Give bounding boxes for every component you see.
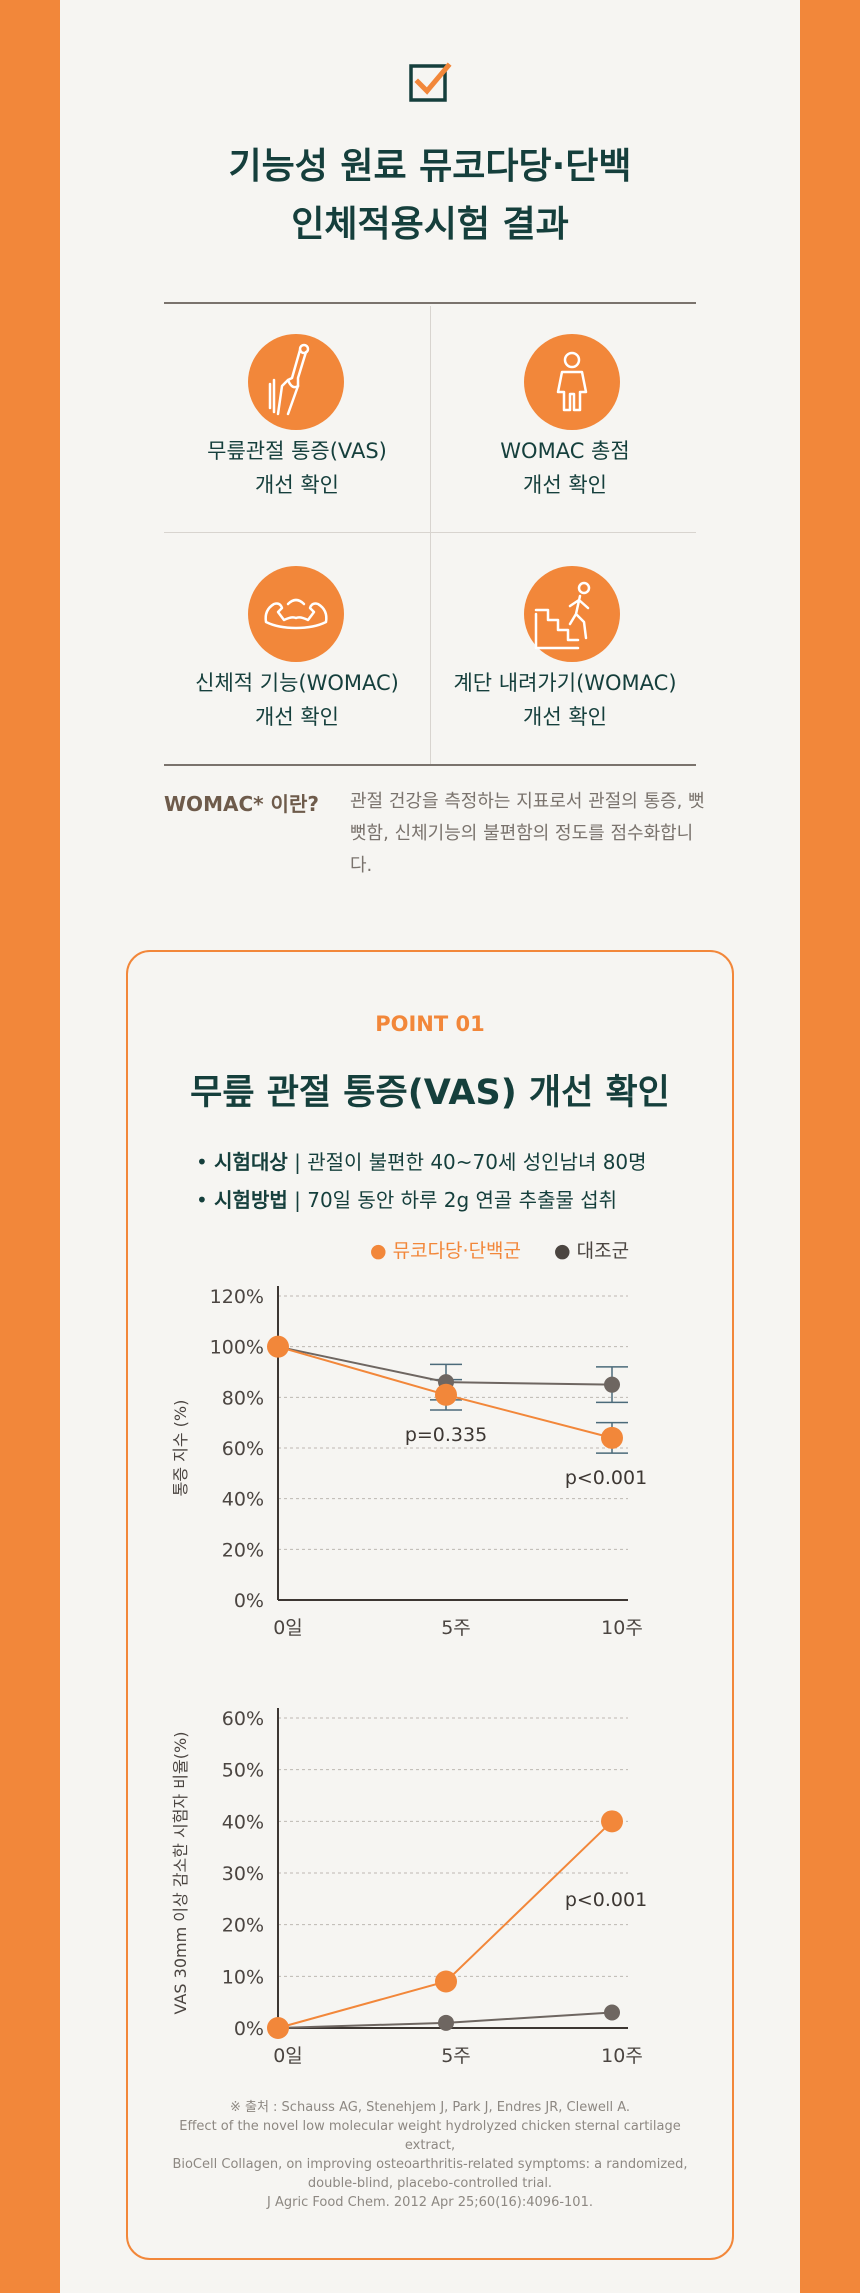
x-tick-label: 5주 — [441, 2045, 471, 2067]
method-bullet: • 시험방법 | 70일 동안 하루 2g 연골 추출물 섭취 — [196, 1188, 618, 1212]
data-point-treatment — [435, 1383, 457, 1406]
y-tick-label: 0% — [234, 1590, 264, 1612]
page-title-line2: 인체적용시험 결과 — [291, 204, 569, 245]
benefit-sub: 개선 확인 — [255, 473, 339, 497]
p-value-annotation: p=0.335 — [405, 1424, 487, 1446]
point-card — [126, 950, 734, 2260]
x-tick-label: 5주 — [441, 1617, 471, 1639]
y-tick-label: 40% — [222, 1489, 264, 1511]
y-tick-label: 30% — [222, 1863, 264, 1885]
benefit-label: 신체적 기능(WOMAC) — [195, 671, 399, 695]
data-point-treatment — [601, 1426, 623, 1449]
y-tick-label: 60% — [222, 1438, 264, 1460]
y-tick-label: 50% — [222, 1760, 264, 1782]
content-panel: 기능성 원료 뮤코다당·단백 인체적용시험 결과 무릎관절 통증(VAS) 개선… — [60, 0, 800, 2293]
top-divider — [164, 302, 696, 304]
method-text: | 70일 동안 하루 2g 연골 추출물 섭취 — [287, 1188, 618, 1212]
womac-question: WOMAC* 이란? — [164, 792, 319, 816]
point-title: 무릎 관절 통증(VAS) 개선 확인 — [190, 1073, 670, 1113]
benefit-sub: 개선 확인 — [523, 473, 607, 497]
benefit-sub: 개선 확인 — [523, 705, 607, 729]
y-tick-label: 0% — [234, 2018, 264, 2040]
y-tick-label: 20% — [222, 1539, 264, 1561]
source-line: Effect of the novel low molecular weight… — [179, 2119, 681, 2153]
x-tick-label: 0일 — [273, 2045, 303, 2067]
source-citation: ※ 출처 : Schauss AG, Stenehjem J, Park J, … — [160, 2098, 700, 2212]
data-point-treatment — [267, 1335, 289, 1358]
subject-bullet: • 시험대상 | 관절이 불편한 40~70세 성인남녀 80명 — [196, 1150, 647, 1174]
charts-area: 0% 20% 40% 60% 80% 100% 120% 0일 5주 10주 통증 지수 (%) p=… — [171, 1286, 647, 2067]
y-tick-label: 100% — [210, 1337, 264, 1359]
source-line: J Agric Food Chem. 2012 Apr 25;60(16):40… — [267, 2195, 593, 2210]
y-axis-label: VAS 30mm 이상 감소한 시험자 비율(%) — [171, 1732, 190, 2015]
data-point-control — [604, 2004, 620, 2021]
subject-text: | 관절이 불편한 40~70세 성인남녀 80명 — [287, 1150, 647, 1174]
checkbox-check-icon — [409, 62, 452, 102]
benefit-label: 계단 내려가기(WOMAC) — [453, 671, 677, 695]
grid-horizontal-divider — [164, 532, 696, 533]
person-icon — [524, 334, 620, 430]
y-axis-label: 통증 지수 (%) — [171, 1400, 190, 1497]
benefit-label: 무릎관절 통증(VAS) — [207, 439, 387, 463]
data-point-treatment — [267, 2017, 289, 2039]
benefit-knee-pain: 무릎관절 통증(VAS) 개선 확인 — [164, 434, 430, 502]
benefit-stairs: 계단 내려가기(WOMAC) 개선 확인 — [432, 666, 698, 734]
data-point-control — [438, 2014, 454, 2031]
benefit-sub: 개선 확인 — [255, 705, 339, 729]
womac-answer: 관절 건강을 측정하는 지표로서 관절의 통증, 뻣뻣함, 신체기능의 불편함의… — [350, 791, 705, 876]
source-line: BioCell Collagen, on improving osteoarth… — [172, 2157, 688, 2172]
knee-joint-icon — [248, 334, 344, 430]
y-tick-label: 80% — [222, 1387, 264, 1409]
p-value-annotation: p<0.001 — [565, 1889, 647, 1911]
stairs-walking-icon — [524, 566, 620, 662]
data-point-treatment — [435, 1970, 457, 1993]
source-line: double-blind, placebo-controlled trial. — [307, 2176, 553, 2191]
flexed-arms-icon — [248, 566, 344, 662]
data-point-control — [604, 1376, 620, 1393]
p-value-annotation: p<0.001 — [565, 1467, 647, 1489]
x-tick-label: 10주 — [601, 1617, 643, 1639]
grid-vertical-divider — [430, 306, 431, 766]
benefit-womac-total: WOMAC 총점 개선 확인 — [432, 434, 698, 502]
y-tick-label: 40% — [222, 1811, 264, 1833]
x-tick-label: 10주 — [601, 2045, 643, 2067]
subject-label: 시험대상 — [214, 1150, 288, 1174]
legend-control: ● 대조군 — [554, 1240, 630, 1262]
benefit-label: WOMAC 총점 — [500, 439, 630, 463]
bottom-divider — [164, 764, 696, 766]
x-tick-label: 0일 — [273, 1617, 303, 1639]
point-label: POINT 01 — [375, 1012, 485, 1036]
y-tick-label: 10% — [222, 1966, 264, 1988]
y-tick-label: 60% — [222, 1708, 264, 1730]
y-tick-label: 20% — [222, 1915, 264, 1937]
page-title-line1: 기능성 원료 뮤코다당·단백 — [228, 146, 632, 187]
y-tick-label: 120% — [210, 1286, 264, 1308]
data-point-treatment — [601, 1810, 623, 1833]
benefit-physical-function: 신체적 기능(WOMAC) 개선 확인 — [164, 666, 430, 734]
source-line: ※ 출처 : Schauss AG, Stenehjem J, Park J, … — [229, 2100, 631, 2115]
method-label: 시험방법 — [214, 1188, 288, 1212]
legend-treatment: ● 뮤코다당·단백군 — [370, 1240, 522, 1262]
